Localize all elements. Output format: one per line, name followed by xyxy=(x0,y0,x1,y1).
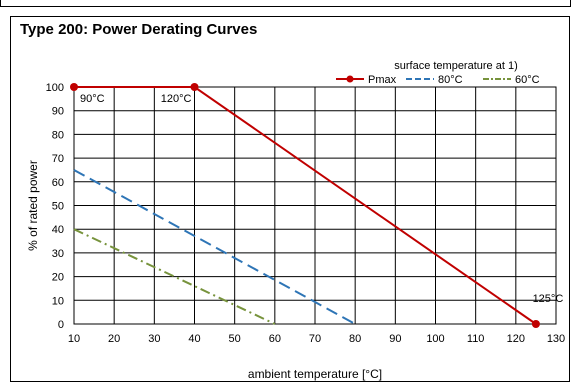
x-axis-label: ambient temperature [°C] xyxy=(248,367,382,381)
x-tick-label: 90 xyxy=(389,333,401,345)
plot-area-border xyxy=(73,86,557,325)
x-tick-label: 80 xyxy=(349,333,361,345)
y-tick-label: 30 xyxy=(52,248,64,260)
data-point xyxy=(531,320,540,328)
series-line-60c xyxy=(73,228,276,325)
y-tick-label: 80 xyxy=(52,129,64,141)
series-line-80c xyxy=(73,169,356,325)
grid-lines xyxy=(74,87,556,324)
x-tick-label: 70 xyxy=(309,333,321,345)
x-tick-label: 60 xyxy=(269,333,281,345)
x-tick-label: 10 xyxy=(68,333,80,345)
y-tick-labels: 0 10 20 30 40 50 60 70 80 90 100 xyxy=(46,82,64,331)
x-tick-label: 40 xyxy=(188,333,200,345)
x-tick-label: 110 xyxy=(467,333,485,345)
y-tick-label: 50 xyxy=(52,201,64,213)
legend-marker xyxy=(346,75,354,83)
chart-frame xyxy=(10,16,570,382)
x-tick-label: 130 xyxy=(547,333,565,345)
x-tick-label: 50 xyxy=(229,333,241,345)
annotation-label: 120°C xyxy=(161,93,192,105)
top-border-strip xyxy=(0,0,571,7)
y-tick-label: 10 xyxy=(52,295,64,307)
curve-annotations: 90°C 120°C 125°C xyxy=(80,93,563,305)
legend-title: surface temperature at 1) xyxy=(394,60,518,72)
y-tick-label: 20 xyxy=(52,272,64,284)
y-tick-label: 90 xyxy=(52,106,64,118)
y-tick-label: 100 xyxy=(46,82,64,94)
y-tick-label: 40 xyxy=(52,224,64,236)
y-tick-label: 0 xyxy=(58,319,64,331)
chart-title: Type 200: Power Derating Curves xyxy=(20,21,258,38)
x-tick-label: 20 xyxy=(108,333,120,345)
legend: surface temperature at 1) Pmax 80°C 60°C xyxy=(336,60,540,86)
annotation-label: 90°C xyxy=(80,93,105,105)
series-lines xyxy=(70,83,540,328)
data-point xyxy=(70,83,78,91)
x-tick-label: 120 xyxy=(507,333,525,345)
y-axis-label: % of rated power xyxy=(26,160,40,251)
x-tick-labels: 10 20 30 40 50 60 70 80 90 100 110 120 130 xyxy=(68,333,565,345)
legend-entry-label: 60°C xyxy=(515,74,540,86)
y-tick-label: 60 xyxy=(52,177,64,189)
legend-entry-label: Pmax xyxy=(368,74,397,86)
legend-entry-label: 80°C xyxy=(438,74,463,86)
x-tick-label: 30 xyxy=(148,333,160,345)
annotation-label: 125°C xyxy=(533,293,564,305)
y-tick-label: 70 xyxy=(52,153,64,165)
x-tick-label: 100 xyxy=(426,333,444,345)
data-point xyxy=(190,83,199,91)
